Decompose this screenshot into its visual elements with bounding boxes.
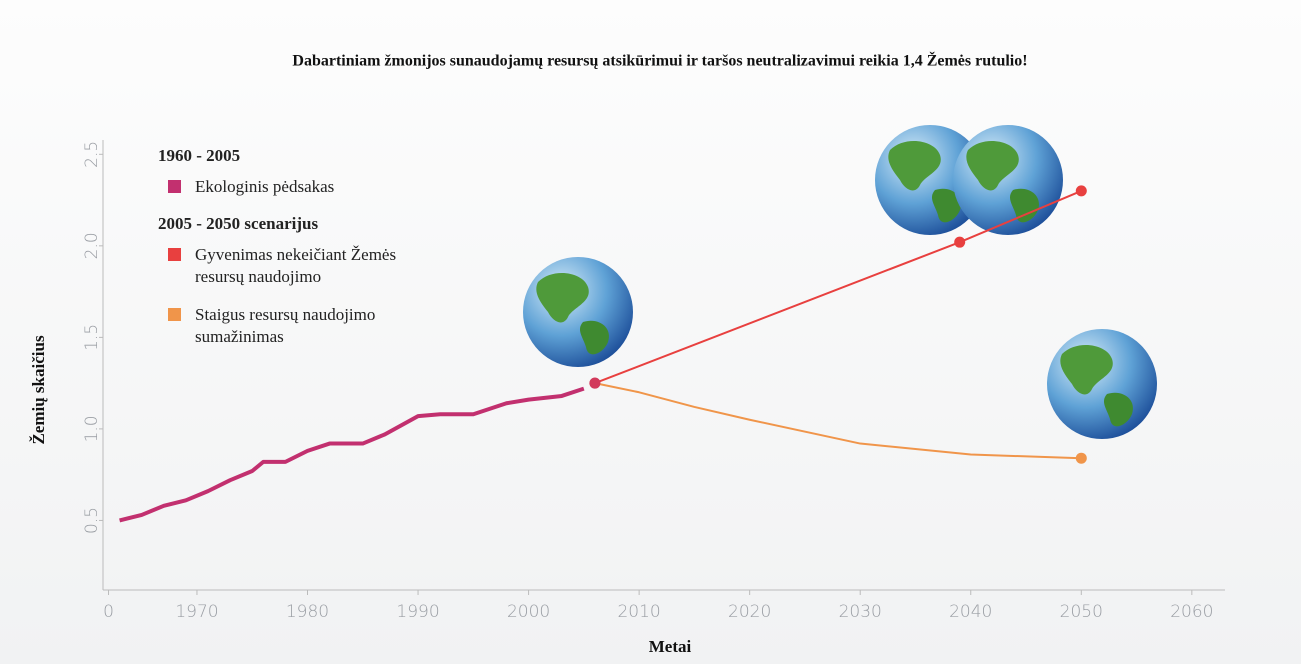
- legend-label: Ekologinis pėdsakas: [195, 177, 335, 196]
- globe: [1047, 329, 1157, 439]
- data-point: [589, 377, 601, 389]
- x-tick-label: 2060: [1170, 602, 1213, 622]
- x-tick-label: 2040: [949, 602, 992, 622]
- y-tick-label: 2.5: [82, 141, 102, 168]
- series-line: [594, 382, 1082, 460]
- x-tick-label: 0: [103, 602, 114, 622]
- y-axis-label: Žemių skaičius: [29, 335, 48, 444]
- x-tick-label: 1980: [286, 602, 329, 622]
- legend-swatch: [168, 180, 181, 193]
- legend-label: Staigus resursų naudojimo sumažinimas: [195, 305, 376, 346]
- data-point: [954, 236, 966, 248]
- globe: [523, 257, 633, 367]
- y-tick-label: 2.0: [82, 232, 102, 259]
- legend: 1960 - 2005 Ekologinis pėdsakas 2005 - 205…: [158, 142, 488, 364]
- x-axis-label: Metai: [649, 637, 692, 656]
- legend-item: Staigus resursų naudojimo sumažinimas: [168, 304, 488, 348]
- legend-item: Ekologinis pėdsakas: [168, 176, 488, 198]
- data-point: [1075, 452, 1087, 464]
- x-tick-label: 1970: [175, 602, 218, 622]
- x-tick-label: 2000: [507, 602, 550, 622]
- x-tick-label: 2010: [617, 602, 660, 622]
- series-line: [119, 386, 585, 523]
- x-tick-label: 2030: [839, 602, 882, 622]
- data-point: [1075, 185, 1087, 197]
- chart-title: Dabartiniam žmonijos sunaudojamų resursų…: [292, 51, 1027, 70]
- y-tick-label: 1.0: [82, 415, 102, 442]
- legend-heading: 2005 - 2050 scenarijus: [158, 214, 319, 233]
- legend-swatch: [168, 308, 181, 321]
- legend-swatch: [168, 248, 181, 261]
- y-tick-label: 0.5: [82, 507, 102, 534]
- y-tick-label: 1.5: [82, 324, 102, 351]
- legend-item: Gyvenimas nekeičiant Žemės resursų naudo…: [168, 244, 488, 288]
- x-tick-label: 1990: [396, 602, 439, 622]
- legend-heading: 1960 - 2005: [158, 146, 241, 165]
- globes: [523, 125, 1157, 439]
- x-tick-label: 2020: [728, 602, 771, 622]
- legend-label: Gyvenimas nekeičiant Žemės resursų naudo…: [195, 245, 397, 286]
- x-tick-label: 2050: [1060, 602, 1103, 622]
- globe: [953, 125, 1063, 235]
